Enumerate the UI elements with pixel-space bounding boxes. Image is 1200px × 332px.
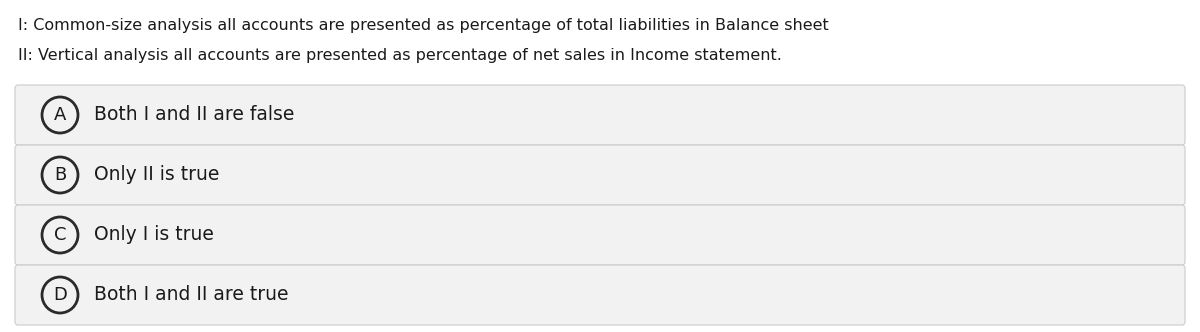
Text: C: C [54,226,66,244]
Text: Both I and II are false: Both I and II are false [94,106,294,124]
FancyBboxPatch shape [14,145,1186,205]
Ellipse shape [42,97,78,133]
Text: A: A [54,106,66,124]
Ellipse shape [42,277,78,313]
Text: B: B [54,166,66,184]
FancyBboxPatch shape [14,85,1186,145]
Text: Only II is true: Only II is true [94,165,220,185]
FancyBboxPatch shape [14,205,1186,265]
Text: I: Common-size analysis all accounts are presented as percentage of total liabil: I: Common-size analysis all accounts are… [18,18,829,33]
FancyBboxPatch shape [14,265,1186,325]
Text: D: D [53,286,67,304]
Ellipse shape [42,157,78,193]
Text: Only I is true: Only I is true [94,225,214,244]
Ellipse shape [42,217,78,253]
Text: Both I and II are true: Both I and II are true [94,286,288,304]
Text: II: Vertical analysis all accounts are presented as percentage of net sales in I: II: Vertical analysis all accounts are p… [18,48,782,63]
